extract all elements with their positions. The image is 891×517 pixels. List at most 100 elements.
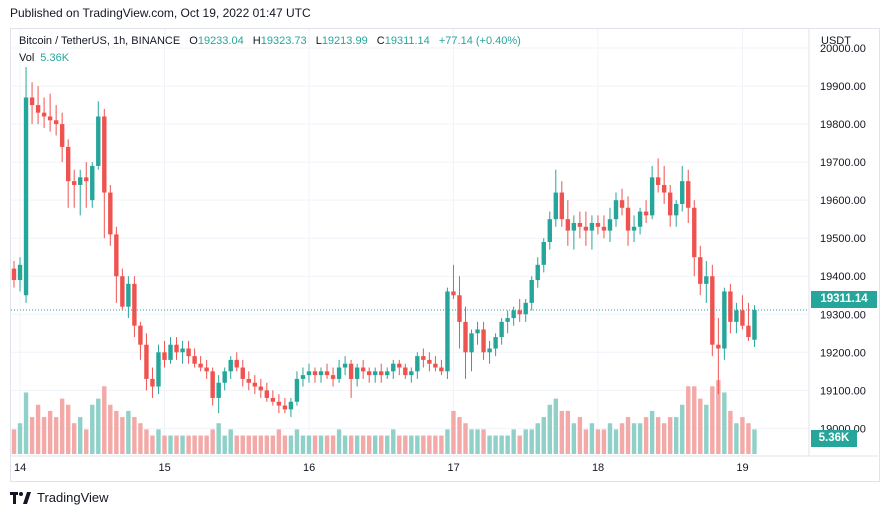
candle-body	[210, 371, 215, 398]
volume-bar	[258, 435, 264, 454]
volume-bar	[643, 417, 649, 454]
volume-bar	[734, 423, 739, 454]
volume-bar	[607, 423, 613, 454]
candles	[11, 67, 757, 417]
volume-bar	[252, 435, 257, 454]
candle-body	[704, 276, 709, 284]
candle-body	[643, 211, 649, 216]
volume-bar	[17, 423, 23, 454]
volume-bar	[385, 435, 390, 454]
volume-bar	[294, 429, 300, 454]
volume-bar	[661, 423, 667, 454]
volume-bar	[625, 417, 631, 454]
volume-bar	[746, 423, 751, 454]
candle-body	[300, 375, 306, 379]
volume-bar	[487, 435, 492, 454]
volume-bar	[204, 435, 209, 454]
candle-body	[734, 310, 739, 322]
candle-body	[78, 177, 83, 185]
candle-body	[306, 371, 312, 376]
candle-body	[186, 348, 191, 357]
volume-bar	[680, 404, 685, 454]
candle-body	[276, 401, 282, 406]
volume-bar	[29, 417, 35, 454]
candle-body	[710, 276, 715, 345]
candle-body	[740, 310, 745, 326]
brand-name: TradingView	[37, 490, 109, 505]
volume-bar	[535, 423, 540, 454]
candle-body	[541, 242, 546, 265]
candle-body	[330, 375, 336, 379]
candle-body	[655, 177, 661, 185]
volume-bar	[144, 429, 149, 454]
candle-body	[354, 367, 360, 379]
volume-bar	[59, 398, 65, 454]
close-key: C	[376, 35, 385, 47]
candle-body	[47, 116, 53, 121]
candle-body	[553, 192, 558, 220]
volume-bar	[228, 429, 233, 454]
candle-body	[65, 146, 71, 182]
candle-body	[577, 222, 583, 227]
volume-bar	[655, 417, 661, 454]
time-tick-label: 15	[159, 462, 171, 474]
footer-brand[interactable]: TradingView	[10, 490, 109, 505]
candle-body	[29, 97, 35, 106]
candle-body	[692, 207, 697, 258]
volume-bar	[559, 410, 565, 454]
candle-body	[523, 302, 528, 315]
volume-bar	[354, 435, 360, 454]
candle-body	[667, 192, 673, 216]
high-key: H	[252, 35, 261, 47]
volume-bar	[270, 435, 276, 454]
volume-bars	[11, 380, 757, 454]
volume-bar	[493, 435, 498, 454]
volume-bar	[342, 435, 348, 454]
candle-body	[698, 257, 703, 284]
volume-bar	[469, 429, 474, 454]
time-tick-label: 19	[736, 462, 748, 474]
volume-bar	[120, 417, 125, 454]
candle-body	[174, 344, 179, 353]
candle-body	[680, 181, 685, 204]
symbol-label: Bitcoin / TetherUS, 1h, BINANCE	[19, 35, 181, 47]
volume-bar	[674, 417, 679, 454]
candle-body	[637, 211, 643, 227]
price-tick-label: 20000.00	[820, 43, 866, 55]
grid	[11, 29, 878, 457]
candle-body	[282, 405, 288, 410]
candle-body	[631, 226, 637, 231]
volume-bar	[692, 386, 697, 454]
time-tick-label: 18	[592, 462, 604, 474]
volume-bar	[421, 435, 426, 454]
volume-bar	[312, 435, 318, 454]
candle-body	[336, 367, 342, 379]
time-tick-label: 16	[303, 462, 315, 474]
high-value: 19323.73	[260, 35, 307, 47]
candle-body	[162, 352, 167, 360]
candle-body	[517, 310, 522, 315]
candle-body	[294, 378, 300, 402]
candle-body	[625, 207, 631, 231]
currency-label[interactable]: USDT	[821, 35, 851, 47]
volume-bar	[541, 417, 546, 454]
volume-bar	[23, 392, 29, 454]
volume-bar	[710, 386, 715, 454]
volume-bar	[198, 435, 203, 454]
candle-body	[102, 116, 107, 193]
candle-body	[571, 222, 577, 231]
candle-body	[132, 283, 137, 326]
volume-bar	[96, 398, 101, 454]
volume-bar	[53, 417, 59, 454]
volume-bar	[752, 429, 757, 454]
candle-body	[601, 226, 607, 231]
volume-bar	[180, 435, 185, 454]
volume-bar	[114, 410, 119, 454]
candle-body	[318, 371, 324, 376]
volume-bar	[168, 435, 173, 454]
candle-body	[234, 359, 239, 368]
volume-bar	[439, 435, 444, 454]
last-price-tag: 19311.14	[811, 291, 877, 308]
candle-body	[114, 234, 119, 277]
